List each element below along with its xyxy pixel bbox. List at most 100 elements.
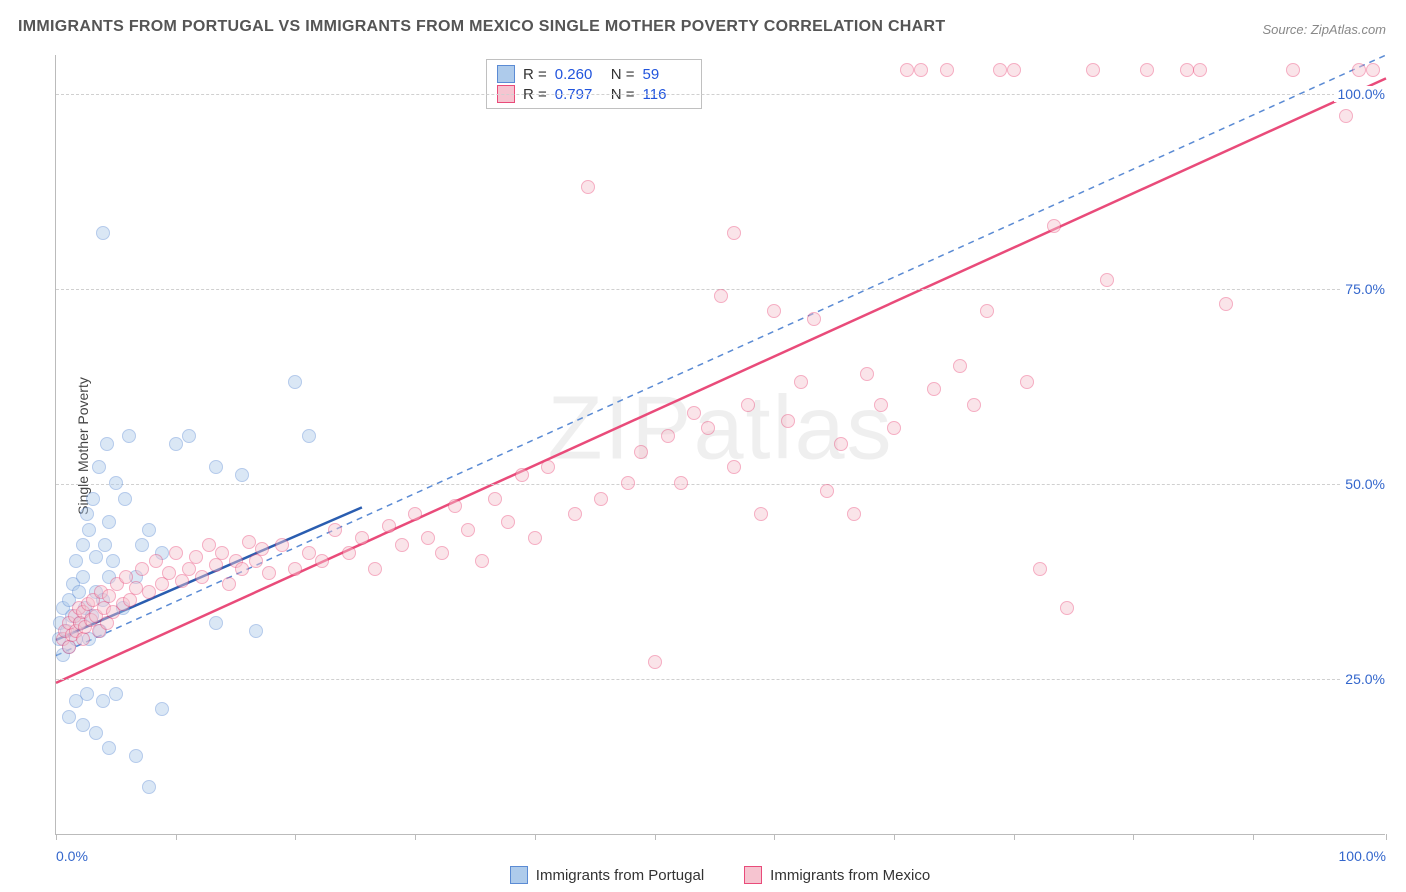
scatter-point: [448, 499, 462, 513]
scatter-point: [674, 476, 688, 490]
scatter-point: [106, 554, 120, 568]
scatter-point: [82, 523, 96, 537]
y-tick-label: 25.0%: [1341, 671, 1389, 687]
scatter-point: [1086, 63, 1100, 77]
y-tick-label: 75.0%: [1341, 281, 1389, 297]
scatter-point: [169, 437, 183, 451]
stat-r-value: 0.260: [555, 66, 603, 83]
x-tick-mark: [1253, 834, 1254, 840]
scatter-point: [129, 749, 143, 763]
scatter-point: [142, 523, 156, 537]
source-attribution: Source: ZipAtlas.com: [1262, 22, 1386, 37]
x-tick-label: 100.0%: [1339, 848, 1386, 864]
scatter-point: [488, 492, 502, 506]
scatter-point: [421, 531, 435, 545]
scatter-point: [189, 550, 203, 564]
scatter-point: [262, 566, 276, 580]
scatter-point: [92, 460, 106, 474]
scatter-point: [781, 414, 795, 428]
scatter-point: [169, 546, 183, 560]
scatter-point: [382, 519, 396, 533]
scatter-point: [993, 63, 1007, 77]
scatter-point: [847, 507, 861, 521]
scatter-point: [80, 687, 94, 701]
legend-item: Immigrants from Portugal: [510, 866, 704, 884]
scatter-point: [222, 577, 236, 591]
gridline-h: [56, 679, 1385, 680]
scatter-point: [900, 63, 914, 77]
regression-lines-layer: [56, 55, 1385, 834]
scatter-point: [967, 398, 981, 412]
scatter-point: [209, 460, 223, 474]
scatter-point: [860, 367, 874, 381]
scatter-point: [940, 63, 954, 77]
scatter-point: [155, 702, 169, 716]
scatter-point: [834, 437, 848, 451]
scatter-point: [98, 538, 112, 552]
legend-label: Immigrants from Mexico: [770, 867, 930, 884]
scatter-point: [435, 546, 449, 560]
scatter-point: [328, 523, 342, 537]
scatter-point: [461, 523, 475, 537]
scatter-point: [202, 538, 216, 552]
scatter-point: [1047, 219, 1061, 233]
scatter-point: [741, 398, 755, 412]
scatter-point: [980, 304, 994, 318]
scatter-point: [142, 585, 156, 599]
x-tick-mark: [176, 834, 177, 840]
scatter-point: [1352, 63, 1366, 77]
scatter-point: [342, 546, 356, 560]
scatter-point: [249, 624, 263, 638]
scatter-point: [501, 515, 515, 529]
scatter-point: [528, 531, 542, 545]
scatter-point: [794, 375, 808, 389]
scatter-point: [914, 63, 928, 77]
scatter-point: [1020, 375, 1034, 389]
stats-legend-row: R =0.260N =59: [497, 64, 691, 84]
scatter-point: [727, 226, 741, 240]
x-tick-mark: [894, 834, 895, 840]
scatter-point: [129, 581, 143, 595]
scatter-point: [887, 421, 901, 435]
legend-item: Immigrants from Mexico: [744, 866, 930, 884]
scatter-point: [100, 437, 114, 451]
scatter-point: [109, 687, 123, 701]
scatter-point: [1140, 63, 1154, 77]
scatter-point: [927, 382, 941, 396]
scatter-point: [874, 398, 888, 412]
x-tick-mark: [1014, 834, 1015, 840]
scatter-point: [634, 445, 648, 459]
scatter-point: [302, 546, 316, 560]
scatter-point: [368, 562, 382, 576]
scatter-point: [701, 421, 715, 435]
stat-r-label: R =: [523, 66, 547, 83]
stats-legend: R =0.260N =59R =0.797N =116: [486, 59, 702, 109]
x-tick-mark: [56, 834, 57, 840]
scatter-point: [182, 429, 196, 443]
scatter-point: [62, 710, 76, 724]
scatter-point: [767, 304, 781, 318]
scatter-point: [102, 515, 116, 529]
scatter-point: [80, 507, 94, 521]
scatter-point: [76, 570, 90, 584]
scatter-point: [621, 476, 635, 490]
scatter-point: [135, 538, 149, 552]
scatter-point: [687, 406, 701, 420]
x-tick-mark: [774, 834, 775, 840]
scatter-point: [581, 180, 595, 194]
stat-n-value: 59: [643, 66, 691, 83]
scatter-point: [76, 538, 90, 552]
scatter-point: [102, 589, 116, 603]
scatter-point: [275, 538, 289, 552]
scatter-point: [215, 546, 229, 560]
gridline-h: [56, 94, 1385, 95]
scatter-point: [594, 492, 608, 506]
x-tick-label: 0.0%: [56, 848, 88, 864]
scatter-point: [288, 375, 302, 389]
scatter-point: [714, 289, 728, 303]
x-tick-mark: [655, 834, 656, 840]
scatter-point: [408, 507, 422, 521]
scatter-point: [1100, 273, 1114, 287]
scatter-point: [96, 694, 110, 708]
scatter-point: [288, 562, 302, 576]
